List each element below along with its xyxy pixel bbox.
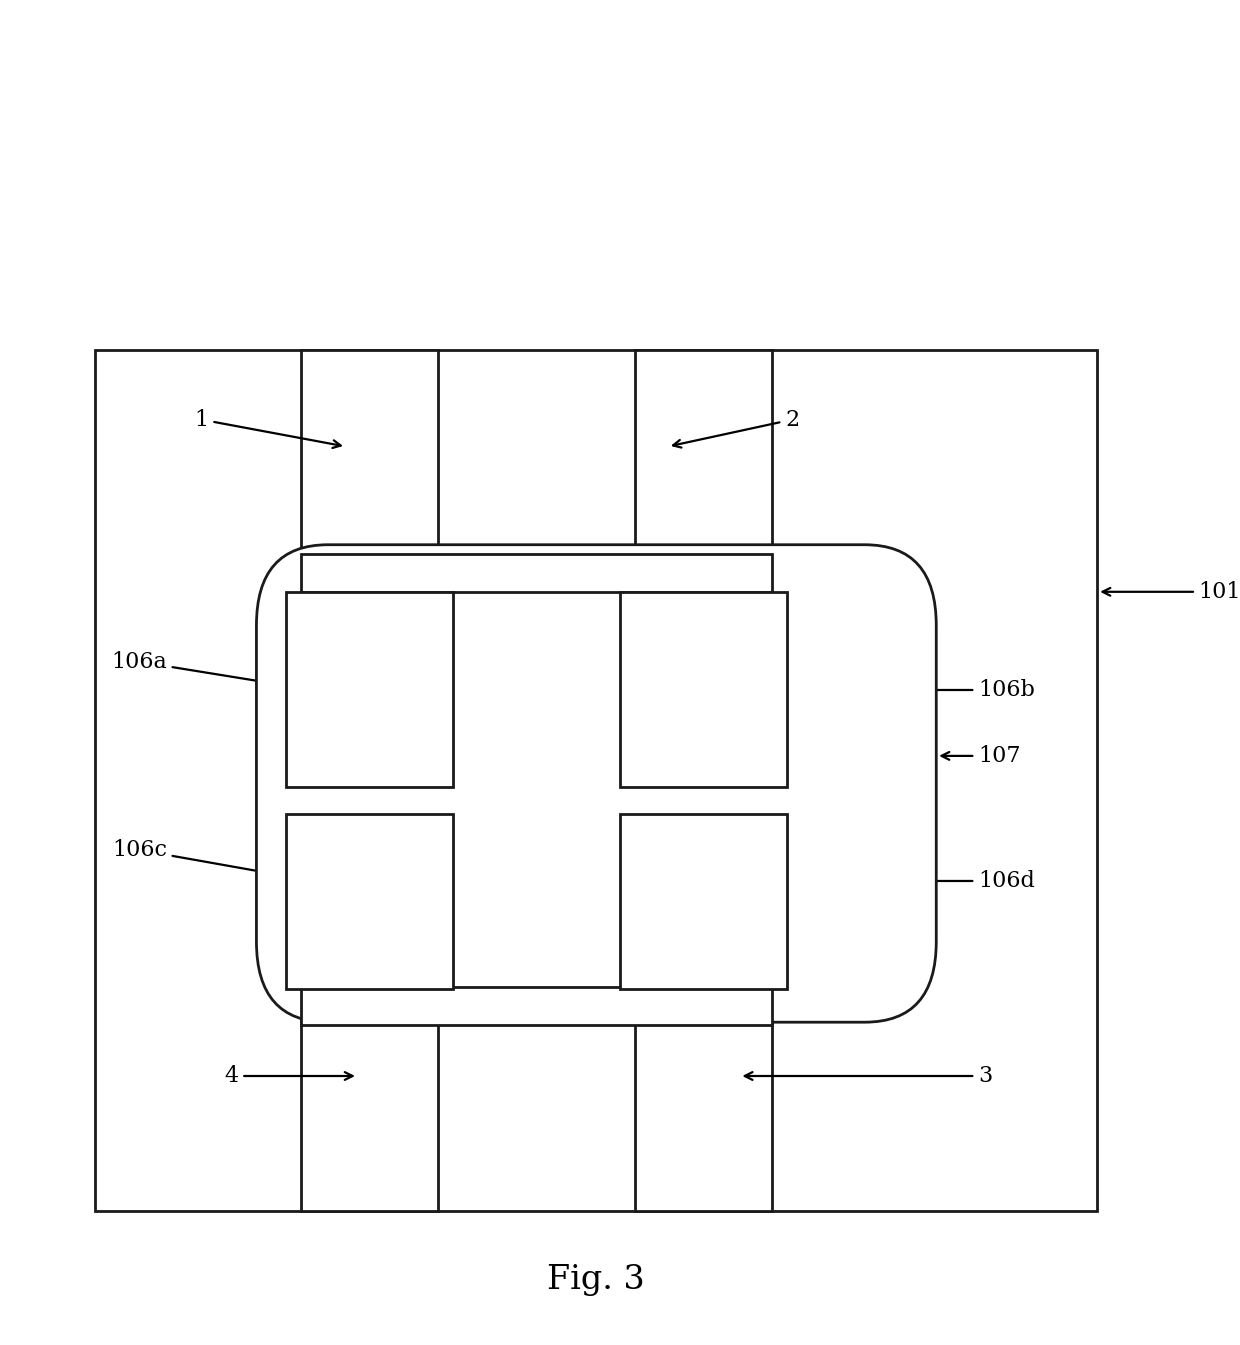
Bar	[286, 592, 454, 787]
Text: 107: 107	[941, 745, 1021, 767]
Bar	[635, 350, 773, 585]
Bar	[301, 989, 438, 1210]
Text: 106b: 106b	[799, 679, 1035, 701]
Bar	[286, 814, 454, 989]
Bar	[301, 554, 773, 592]
Text: 101: 101	[1102, 581, 1240, 603]
Bar	[620, 592, 787, 787]
Text: 1: 1	[195, 409, 341, 448]
Text: 106a: 106a	[112, 651, 309, 691]
Text: 3: 3	[745, 1065, 992, 1087]
Bar	[635, 989, 773, 1210]
Text: 2: 2	[673, 409, 799, 448]
Text: 106c: 106c	[112, 839, 309, 882]
Text: 4: 4	[224, 1065, 352, 1087]
Bar	[95, 350, 1097, 1210]
FancyBboxPatch shape	[257, 545, 936, 1022]
Bar	[620, 814, 787, 989]
Bar	[301, 987, 773, 1025]
Bar	[301, 350, 438, 585]
Text: 106d: 106d	[799, 870, 1035, 892]
Text: Fig. 3: Fig. 3	[548, 1264, 645, 1297]
